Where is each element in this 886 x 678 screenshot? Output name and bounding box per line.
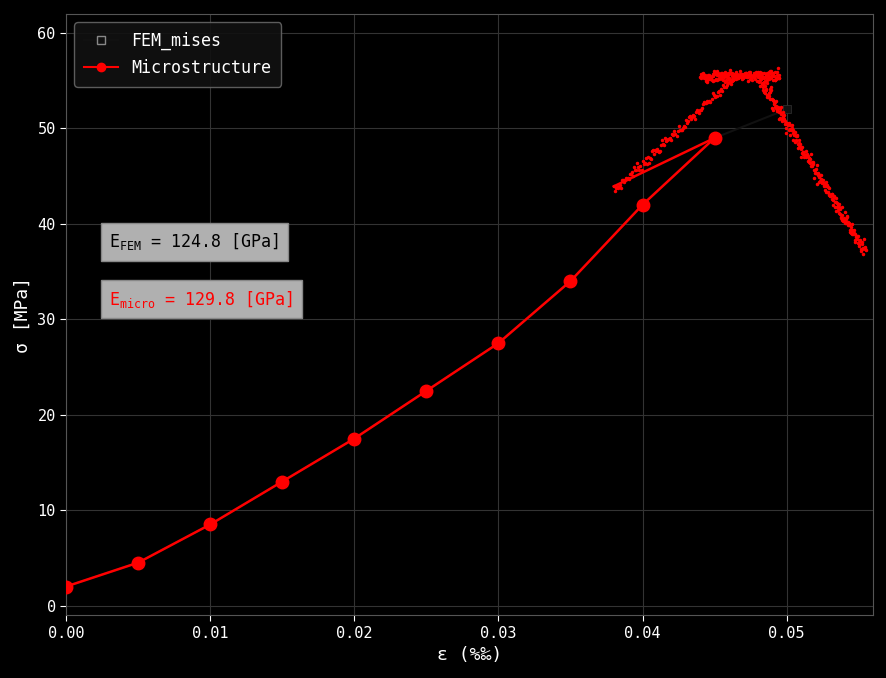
Microstructure	[859, 246, 870, 254]
FEM_mises	[276, 477, 287, 485]
Microstructure	[689, 115, 700, 123]
FEM_mises	[348, 435, 359, 443]
FEM_mises	[61, 582, 72, 591]
FEM_mises	[493, 339, 503, 347]
Microstructure	[623, 176, 633, 184]
FEM_mises	[421, 386, 431, 395]
Microstructure	[660, 137, 671, 145]
Text: E$_{\mathregular{micro}}$ = 129.8 [GPa]: E$_{\mathregular{micro}}$ = 129.8 [GPa]	[109, 289, 293, 310]
FEM_mises	[709, 134, 719, 142]
Microstructure	[772, 64, 782, 72]
Microstructure	[608, 182, 618, 191]
Text: E$_{\mathregular{FEM}}$ = 124.8 [GPa]: E$_{\mathregular{FEM}}$ = 124.8 [GPa]	[109, 231, 279, 252]
FEM_mises	[205, 521, 215, 529]
FEM_mises	[564, 277, 575, 285]
Microstructure	[729, 73, 740, 81]
Y-axis label: σ [MPa]: σ [MPa]	[14, 277, 32, 353]
X-axis label: ε (%‰): ε (%‰)	[437, 646, 501, 664]
FEM_mises	[636, 201, 647, 209]
Microstructure	[761, 91, 772, 99]
Legend: FEM_mises, Microstructure: FEM_mises, Microstructure	[74, 22, 281, 87]
FEM_mises	[133, 559, 144, 567]
Line: FEM_mises: FEM_mises	[62, 105, 790, 591]
Line: Microstructure: Microstructure	[612, 66, 866, 255]
Microstructure	[614, 180, 625, 188]
FEM_mises	[781, 105, 791, 113]
Microstructure	[857, 250, 867, 258]
